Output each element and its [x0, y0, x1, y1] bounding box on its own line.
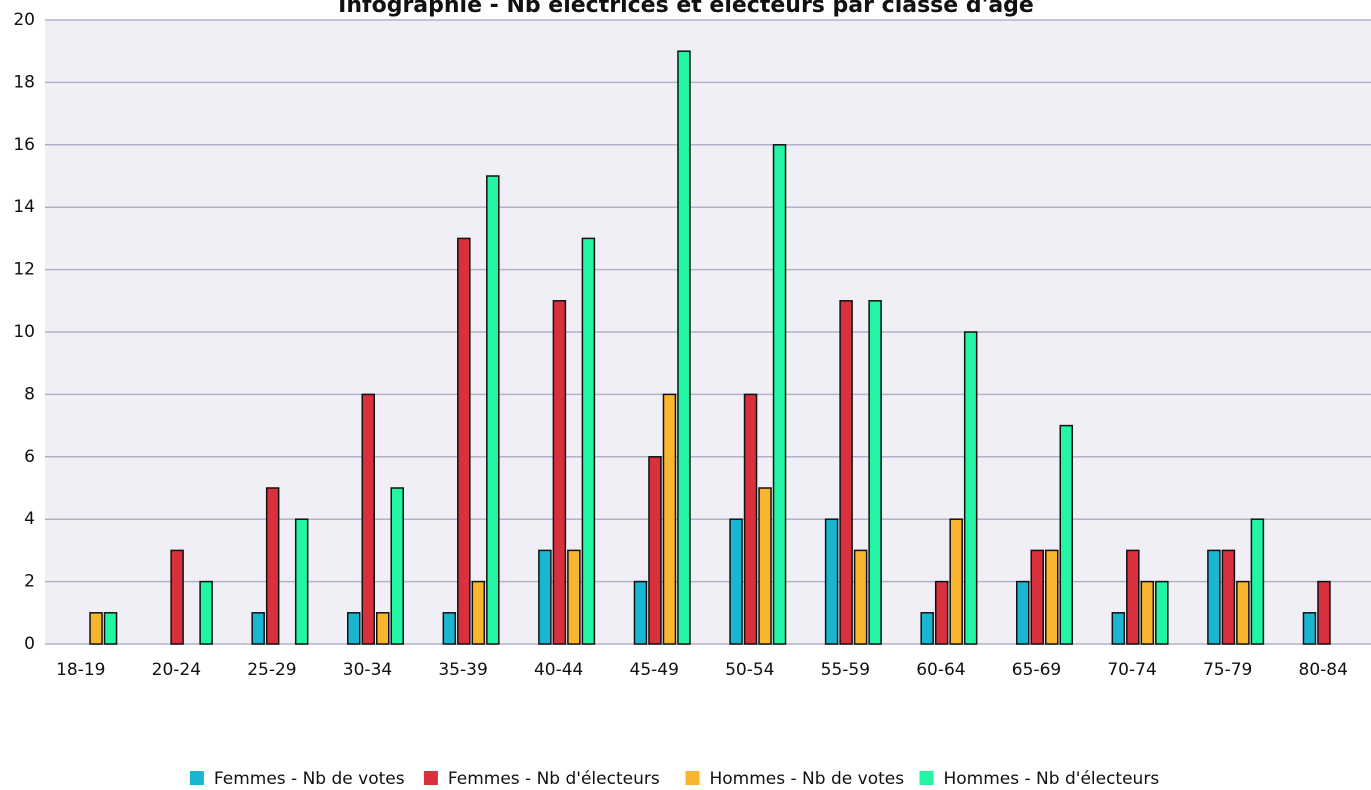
bar	[1016, 580, 1030, 645]
bar	[199, 580, 213, 645]
bar	[1250, 518, 1265, 645]
bar	[920, 612, 934, 645]
bar	[839, 300, 853, 645]
y-tick-label: 18	[13, 72, 35, 92]
y-tick-label: 2	[24, 572, 35, 592]
bar	[1111, 612, 1126, 645]
bar	[949, 518, 963, 645]
bar	[677, 50, 691, 645]
bar	[963, 331, 978, 645]
bar	[347, 612, 361, 645]
x-tick-label: 20-24	[152, 660, 201, 680]
bar	[934, 580, 949, 645]
y-tick-label: 10	[13, 322, 35, 342]
bar	[457, 237, 471, 645]
bar	[581, 237, 596, 645]
bar	[1221, 549, 1236, 645]
x-tick-label: 40-44	[534, 660, 583, 680]
y-tick-label: 6	[24, 447, 35, 467]
bar	[824, 518, 839, 645]
bar	[1126, 549, 1140, 645]
bar	[1236, 580, 1250, 645]
bar	[1155, 580, 1169, 645]
y-tick-label: 8	[24, 384, 35, 404]
legend-swatch	[189, 771, 204, 785]
bar	[294, 518, 309, 645]
bar	[103, 612, 118, 645]
bar	[648, 456, 662, 645]
x-tick-label: 70-74	[1107, 660, 1156, 680]
bar	[552, 300, 567, 645]
chart-title: Infographie - Nb électrices et électeurs…	[338, 0, 1034, 18]
x-tick-label: 50-54	[725, 660, 774, 680]
y-tick-label: 20	[13, 10, 35, 30]
bar	[1302, 612, 1317, 645]
bar	[743, 393, 758, 645]
bar	[729, 518, 743, 645]
bar	[567, 549, 581, 645]
y-tick-label: 0	[24, 634, 35, 654]
bar	[1045, 549, 1059, 645]
legend-label: Femmes - Nb d'électeurs	[448, 769, 660, 789]
bar	[538, 549, 552, 645]
legend-label: Femmes - Nb de votes	[214, 769, 405, 789]
bar	[772, 144, 787, 645]
bar	[662, 393, 677, 645]
bar	[390, 487, 404, 645]
bar	[868, 300, 882, 645]
y-tick-label: 4	[24, 509, 35, 529]
bar	[89, 612, 103, 645]
x-tick-label: 65-69	[1012, 660, 1061, 680]
bar	[361, 393, 375, 645]
legend-swatch	[685, 771, 700, 785]
bar	[1317, 580, 1331, 645]
bar	[265, 487, 280, 645]
bar	[486, 175, 500, 645]
x-tick-label: 30-34	[343, 660, 392, 680]
legend-label: Hommes - Nb de votes	[710, 769, 905, 789]
bar	[376, 612, 390, 645]
y-tick-label: 14	[13, 197, 35, 217]
bar	[471, 580, 486, 645]
y-tick-label: 12	[13, 260, 35, 280]
bar	[251, 612, 265, 645]
x-tick-label: 25-29	[247, 660, 296, 680]
bar	[1207, 549, 1221, 645]
bar	[1059, 424, 1073, 645]
bar	[853, 549, 868, 645]
legend-swatch	[423, 771, 438, 785]
legend-swatch	[919, 771, 934, 785]
bar	[758, 487, 772, 645]
x-tick-label: 75-79	[1203, 660, 1252, 680]
x-tick-label: 55-59	[821, 660, 870, 680]
bar	[170, 549, 184, 645]
bar	[442, 612, 457, 645]
x-tick-label: 60-64	[916, 660, 965, 680]
y-tick-label: 16	[13, 135, 35, 155]
x-tick-label: 45-49	[630, 660, 679, 680]
bar	[1140, 580, 1155, 645]
x-tick-label: 80-84	[1299, 660, 1348, 680]
x-tick-label: 35-39	[438, 660, 487, 680]
legend-label: Hommes - Nb d'électeurs	[944, 769, 1160, 789]
bar	[1030, 549, 1044, 645]
x-tick-label: 18-19	[56, 660, 105, 680]
bar	[633, 580, 648, 645]
